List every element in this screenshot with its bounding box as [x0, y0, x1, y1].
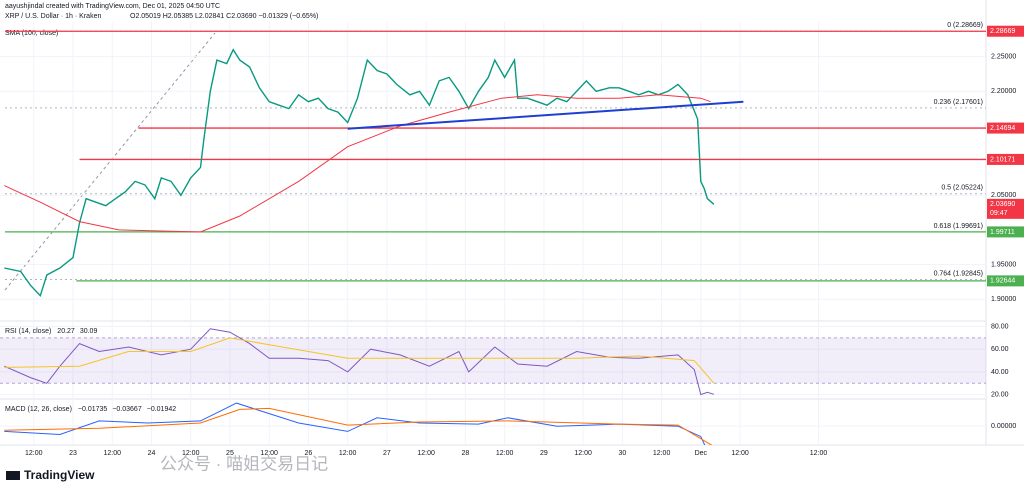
rsi-band — [0, 337, 986, 384]
y-tick-label: 0.00000 — [991, 423, 1016, 430]
x-tick-label: 12:00 — [103, 450, 121, 457]
x-tick-label: 28 — [462, 450, 470, 457]
brand-logo — [6, 471, 20, 480]
price-tag — [987, 275, 1024, 287]
price-tag-label: 2.10171 — [990, 156, 1015, 163]
ohlc-readout: O2.05019 H2.05385 L2.02841 C2.03690 −0.0… — [130, 13, 318, 20]
series-line — [4, 328, 715, 396]
fib-label: 0.5 (2.05224) — [941, 185, 983, 192]
y-tick-label: 2.05000 — [991, 192, 1016, 199]
countdown: 09:47 — [990, 210, 1008, 217]
indicator-readout: 20.27 — [57, 328, 75, 335]
panel — [0, 322, 986, 398]
y-tick-label: 80.00 — [991, 323, 1009, 330]
price-tag — [987, 122, 1024, 134]
x-tick-label: 12:00 — [25, 450, 43, 457]
x-tick-label: 27 — [383, 450, 391, 457]
fib-label: 0.618 (1.99691) — [934, 223, 983, 230]
x-tick-label: 12:00 — [182, 450, 200, 457]
fib-label: 0 (2.28669) — [947, 22, 983, 29]
x-tick-label: 12:00 — [810, 450, 828, 457]
indicator-readout: 30.09 — [80, 328, 98, 335]
price-tag-label: 2.28669 — [990, 28, 1015, 35]
x-tick-label: 12:00 — [496, 450, 514, 457]
y-tick-label: 60.00 — [991, 346, 1009, 353]
panel — [0, 400, 986, 445]
price-tag — [987, 153, 1024, 165]
x-tick-label: 12:00 — [731, 450, 749, 457]
y-tick-label: 40.00 — [991, 369, 1009, 376]
trend-line — [347, 100, 744, 130]
x-tick-label: 12:00 — [574, 450, 592, 457]
y-tick-label: 2.25000 — [991, 53, 1016, 60]
x-tick-label: 29 — [540, 450, 548, 457]
indicator-readout: −0.01735 — [78, 406, 107, 413]
x-tick-label: Dec — [695, 450, 708, 457]
x-tick-label: 30 — [618, 450, 626, 457]
credit: aayushjindal created with TradingView.co… — [5, 3, 220, 10]
price-tag-label: 1.92644 — [990, 278, 1015, 285]
fib-label: 0.764 (1.92845) — [934, 270, 983, 277]
indicator-readout: −0.03667 — [112, 406, 141, 413]
series-line — [4, 337, 715, 384]
fib-trend-line — [4, 32, 216, 291]
indicator-readout: −0.01942 — [147, 406, 176, 413]
fib-label: 0.236 (2.17601) — [934, 99, 983, 106]
watermark: 公众号 · 喵姐交易日记 — [160, 454, 328, 473]
y-tick-label: 1.95000 — [991, 261, 1016, 268]
price-tag — [987, 226, 1024, 238]
series-legend: XRP / U.S. Dollar · 1h · Kraken — [5, 13, 101, 20]
x-tick-label: 12:00 — [339, 450, 357, 457]
price-tag-label: 1.99711 — [990, 229, 1015, 236]
y-tick-label: 1.90000 — [991, 296, 1016, 303]
price-tag — [987, 198, 1024, 219]
x-tick-label: 25 — [226, 450, 234, 457]
x-tick-label: 12:00 — [417, 450, 435, 457]
series-legend: SMA (100, close) — [5, 30, 58, 37]
price-tag-label: 2.14694 — [990, 125, 1015, 132]
price-tag — [987, 25, 1024, 37]
x-tick-label: 12:00 — [260, 450, 278, 457]
x-tick-label: 26 — [305, 450, 313, 457]
price-tag-label: 2.03690 — [990, 201, 1015, 208]
indicator-title: MACD (12, 26, close) — [5, 406, 72, 413]
x-tick-label: 23 — [69, 450, 77, 457]
x-tick-label: 24 — [148, 450, 156, 457]
panel — [0, 22, 986, 320]
series-line — [4, 48, 715, 298]
brand: TradingView — [24, 468, 95, 482]
series-line — [4, 407, 713, 445]
x-tick-label: 12:00 — [653, 450, 671, 457]
y-tick-label: 20.00 — [991, 391, 1009, 398]
indicator-title: RSI (14, close) — [5, 328, 51, 335]
y-tick-label: 2.20000 — [991, 88, 1016, 95]
